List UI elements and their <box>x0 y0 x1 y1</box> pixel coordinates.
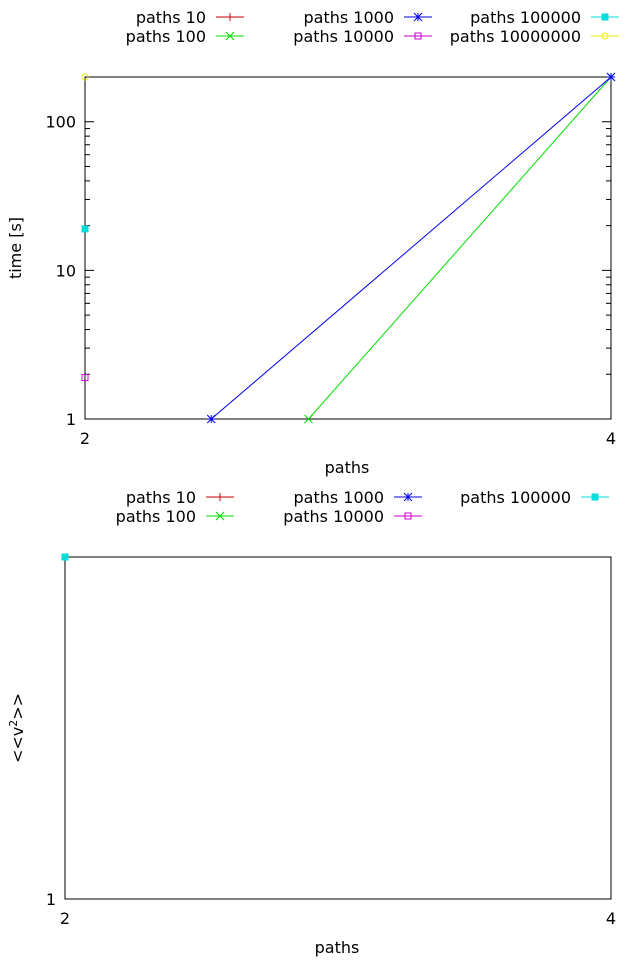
series-line <box>308 76 612 420</box>
legend-label: paths 10 <box>136 8 206 27</box>
x-axis-label: paths <box>315 938 360 957</box>
data-point <box>304 414 313 424</box>
legend-label: paths 10000000 <box>450 27 581 46</box>
legend-item: paths 10000 <box>293 27 432 46</box>
data-point <box>206 414 216 424</box>
marker-stroke <box>413 12 423 22</box>
series <box>61 553 69 561</box>
series <box>304 72 616 424</box>
legend-item: paths 10000 <box>283 507 422 526</box>
y-axis-label: <<v2>> <box>7 693 27 763</box>
marker-shape <box>81 225 89 233</box>
series <box>81 374 89 382</box>
legend-marker <box>591 493 599 501</box>
legend-item: paths 100000 <box>470 8 619 27</box>
legend-item: paths 100 <box>126 27 244 46</box>
legend-label: paths 1000 <box>303 8 394 27</box>
legend-marker <box>226 13 234 21</box>
data-point <box>606 72 616 82</box>
legend-marker <box>215 511 225 521</box>
legend-label: paths 10000 <box>293 27 394 46</box>
legend-label: paths 100000 <box>470 8 581 27</box>
legend-marker <box>216 493 224 501</box>
y-tick-label: 1 <box>46 890 56 909</box>
legend-item: paths 100 <box>116 507 234 526</box>
marker-stroke <box>304 414 313 424</box>
data-point <box>81 374 89 382</box>
legend-label: paths 1000 <box>293 488 384 507</box>
legend-marker <box>404 512 412 520</box>
legend-item: paths 1000 <box>293 488 422 507</box>
y-tick-label: 100 <box>45 113 76 132</box>
legend-marker <box>413 12 423 22</box>
y-axis-ticks: 1 10 100 <box>45 76 611 429</box>
y-axis-label-superscript: 2 <box>7 720 20 727</box>
marker-shape <box>81 374 89 382</box>
data-point <box>81 225 89 233</box>
x-tick-label: 2 <box>80 429 90 448</box>
legend-label: paths 100000 <box>460 488 571 507</box>
series <box>81 225 89 233</box>
legend-marker <box>601 32 609 40</box>
data-point <box>61 553 69 561</box>
y-axis-label-main: <<v <box>8 727 27 763</box>
data-point <box>81 73 89 81</box>
x-axis-label: paths <box>325 458 370 477</box>
marker-stroke <box>206 414 216 424</box>
marker-shape <box>601 32 609 40</box>
x-tick-label: 4 <box>606 909 616 928</box>
x-tick-label: 4 <box>606 429 616 448</box>
series-line <box>210 76 612 420</box>
marker-stroke <box>215 511 225 521</box>
legend-item: paths 10 <box>126 488 234 507</box>
plot-frame <box>64 556 612 900</box>
legend-marker <box>225 31 235 41</box>
legend-label: paths 10 <box>126 488 196 507</box>
plot-frame <box>84 76 612 420</box>
legend-item: paths 100000 <box>460 488 609 507</box>
legend-marker <box>601 13 609 21</box>
legend-item: paths 1000 <box>303 8 432 27</box>
y-axis-ticks: 1 <box>46 890 611 909</box>
legend-label: paths 100 <box>116 507 196 526</box>
legend-item: paths 10 <box>136 8 244 27</box>
y-tick-label: 1 <box>66 410 76 429</box>
series <box>206 72 616 424</box>
marker-stroke <box>403 492 413 502</box>
marker-shape <box>601 13 609 21</box>
marker-shape <box>591 493 599 501</box>
series-layer <box>61 553 69 561</box>
y-tick-label: 10 <box>56 261 76 280</box>
series <box>81 73 89 81</box>
marker-shape <box>414 32 422 40</box>
marker-shape <box>404 512 412 520</box>
x-tick-label: 2 <box>60 909 70 928</box>
legend-marker <box>403 492 413 502</box>
y-axis-label-end: >> <box>8 693 27 720</box>
marker-shape <box>61 553 69 561</box>
y-axis-label: time [s] <box>6 217 25 279</box>
legend-item: paths 10000000 <box>450 27 619 46</box>
legend-marker <box>414 32 422 40</box>
marker-stroke <box>225 31 235 41</box>
legend-label: paths 10000 <box>283 507 384 526</box>
series-layer <box>81 72 616 424</box>
marker-stroke <box>606 72 616 82</box>
marker-shape <box>81 73 89 81</box>
legend-label: paths 100 <box>126 27 206 46</box>
